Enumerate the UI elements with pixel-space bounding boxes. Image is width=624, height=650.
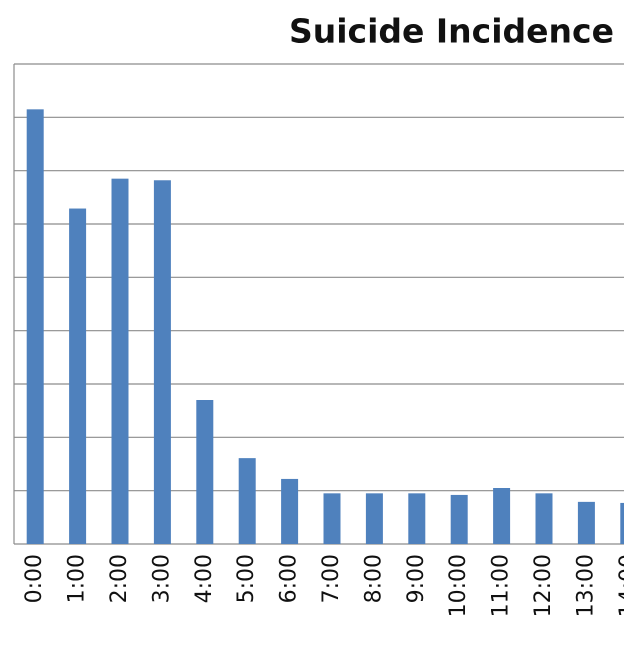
x-tick-label: 14:00	[616, 554, 624, 617]
bar	[408, 493, 426, 544]
x-tick-label: 10:00	[446, 554, 471, 617]
x-tick-label: 3:00	[149, 554, 174, 603]
chart-title: Suicide Incidence	[289, 12, 614, 51]
bar	[281, 478, 299, 544]
bar	[493, 488, 511, 544]
x-tick-label: 12:00	[531, 554, 556, 617]
bar	[365, 493, 383, 544]
x-tick-label: 4:00	[192, 554, 217, 603]
x-tick-label: 9:00	[404, 554, 429, 603]
bar	[620, 502, 624, 544]
x-tick-label: 13:00	[573, 554, 598, 617]
bar	[238, 458, 256, 544]
x-tick-label: 0:00	[22, 554, 47, 603]
x-tick-label: 5:00	[234, 554, 259, 603]
bar	[153, 180, 171, 544]
bar	[535, 493, 553, 544]
x-tick-label: 8:00	[361, 554, 386, 603]
bar	[196, 400, 214, 544]
x-tick-label: 1:00	[65, 554, 90, 603]
bar	[450, 494, 468, 544]
bar	[323, 493, 341, 544]
bar	[69, 208, 87, 545]
bar	[111, 178, 129, 544]
x-tick-label: 7:00	[319, 554, 344, 603]
x-tick-label: 2:00	[107, 554, 132, 603]
bar	[577, 501, 595, 544]
x-tick-label: 6:00	[277, 554, 302, 603]
x-tick-label: 11:00	[489, 554, 514, 617]
bar	[26, 109, 44, 544]
